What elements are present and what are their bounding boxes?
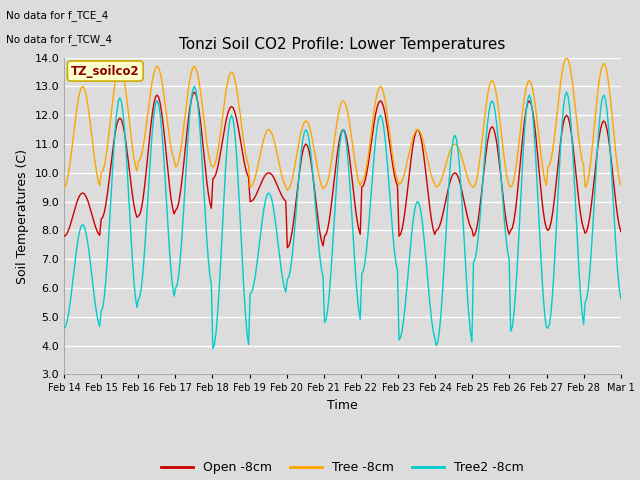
X-axis label: Time: Time	[327, 399, 358, 412]
Y-axis label: Soil Temperatures (C): Soil Temperatures (C)	[16, 148, 29, 284]
Text: No data for f_TCE_4: No data for f_TCE_4	[6, 10, 109, 21]
Text: TZ_soilco2: TZ_soilco2	[71, 64, 140, 78]
Text: No data for f_TCW_4: No data for f_TCW_4	[6, 34, 113, 45]
Legend: Open -8cm, Tree -8cm, Tree2 -8cm: Open -8cm, Tree -8cm, Tree2 -8cm	[156, 456, 529, 479]
Title: Tonzi Soil CO2 Profile: Lower Temperatures: Tonzi Soil CO2 Profile: Lower Temperatur…	[179, 37, 506, 52]
